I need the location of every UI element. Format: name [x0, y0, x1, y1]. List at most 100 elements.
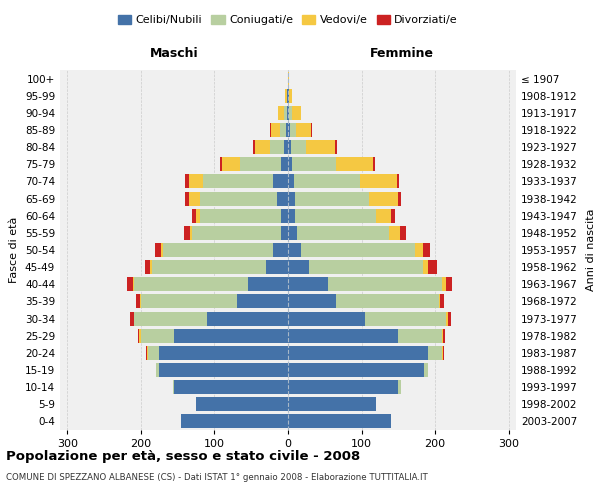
Bar [281, 208, 288, 222]
Bar [373, 158, 375, 172]
Bar [328, 278, 442, 291]
Bar [148, 346, 159, 360]
Bar [281, 158, 288, 172]
Bar [288, 140, 291, 154]
Bar [289, 88, 292, 102]
Bar [152, 260, 266, 274]
Bar [288, 346, 428, 360]
Bar [190, 226, 193, 240]
Bar [269, 123, 271, 137]
Bar [292, 158, 336, 172]
Bar [134, 278, 248, 291]
Bar [200, 208, 281, 222]
Bar [288, 414, 391, 428]
Bar [398, 328, 442, 342]
Bar [443, 346, 444, 360]
Bar [391, 208, 395, 222]
Bar [130, 312, 134, 326]
Bar [288, 106, 289, 120]
Bar [236, 294, 288, 308]
Bar [365, 312, 446, 326]
Bar [428, 260, 437, 274]
Bar [255, 140, 269, 154]
Bar [273, 243, 288, 257]
Bar [297, 226, 389, 240]
Bar [288, 260, 308, 274]
Bar [295, 208, 376, 222]
Bar [185, 192, 189, 205]
Bar [291, 140, 305, 154]
Bar [240, 158, 281, 172]
Bar [446, 278, 452, 291]
Bar [189, 174, 203, 188]
Y-axis label: Anni di nascita: Anni di nascita [586, 209, 596, 291]
Bar [288, 363, 424, 377]
Bar [284, 140, 288, 154]
Bar [292, 106, 301, 120]
Bar [185, 174, 189, 188]
Bar [400, 226, 406, 240]
Bar [248, 278, 288, 291]
Bar [277, 192, 288, 205]
Bar [189, 192, 200, 205]
Bar [253, 140, 255, 154]
Text: Femmine: Femmine [370, 46, 434, 60]
Bar [389, 226, 400, 240]
Bar [266, 260, 288, 274]
Bar [222, 158, 240, 172]
Bar [288, 123, 290, 137]
Bar [424, 363, 428, 377]
Bar [136, 294, 140, 308]
Bar [269, 140, 284, 154]
Bar [155, 243, 161, 257]
Bar [428, 346, 442, 360]
Bar [336, 294, 439, 308]
Bar [141, 328, 174, 342]
Bar [288, 226, 297, 240]
Bar [439, 294, 440, 308]
Bar [196, 398, 288, 411]
Bar [288, 398, 376, 411]
Bar [139, 328, 141, 342]
Bar [415, 243, 422, 257]
Bar [138, 328, 139, 342]
Bar [360, 174, 397, 188]
Bar [288, 88, 289, 102]
Bar [443, 328, 445, 342]
Bar [184, 226, 190, 240]
Bar [288, 328, 398, 342]
Bar [174, 380, 288, 394]
Bar [278, 106, 284, 120]
Bar [163, 243, 273, 257]
Bar [284, 106, 287, 120]
Bar [134, 312, 207, 326]
Bar [288, 208, 295, 222]
Bar [193, 226, 281, 240]
Bar [446, 312, 448, 326]
Bar [207, 312, 288, 326]
Bar [288, 380, 398, 394]
Bar [288, 174, 294, 188]
Bar [181, 414, 288, 428]
Bar [287, 88, 288, 102]
Bar [271, 123, 280, 137]
Bar [200, 192, 277, 205]
Text: COMUNE DI SPEZZANO ALBANESE (CS) - Dati ISTAT 1° gennaio 2008 - Elaborazione TUT: COMUNE DI SPEZZANO ALBANESE (CS) - Dati … [6, 472, 428, 482]
Bar [288, 294, 336, 308]
Bar [422, 243, 430, 257]
Bar [155, 363, 159, 377]
Bar [133, 278, 134, 291]
Bar [442, 328, 443, 342]
Bar [335, 140, 337, 154]
Bar [442, 278, 446, 291]
Bar [336, 158, 373, 172]
Bar [151, 260, 152, 274]
Bar [448, 312, 451, 326]
Bar [159, 363, 288, 377]
Bar [288, 312, 365, 326]
Bar [422, 260, 428, 274]
Bar [288, 72, 289, 86]
Bar [296, 123, 311, 137]
Text: Maschi: Maschi [149, 46, 199, 60]
Bar [440, 294, 444, 308]
